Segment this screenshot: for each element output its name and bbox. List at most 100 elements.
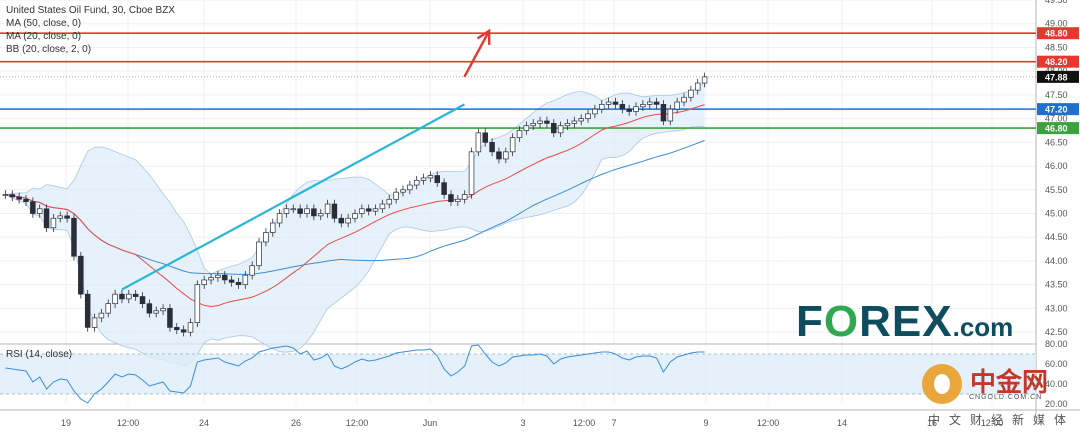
y-tick-label: 45.50 [1045, 185, 1068, 195]
candle-body [64, 215, 70, 219]
candle-body [235, 281, 242, 286]
rsi-y-tick-label: 80.00 [1045, 339, 1068, 349]
candle-body [359, 208, 365, 214]
rsi-band [0, 354, 1036, 394]
candle-body [174, 327, 180, 331]
candle-body [263, 232, 269, 243]
x-tick-label: 12:00 [117, 418, 140, 428]
candle-body [372, 208, 379, 212]
candle-body [249, 265, 255, 276]
candle-body [98, 312, 105, 319]
candle-body [701, 76, 708, 84]
candle-body [646, 101, 653, 105]
candle-body [551, 123, 557, 134]
price-tag-bg [1037, 122, 1079, 135]
candle-body [304, 208, 310, 214]
candle-body [612, 101, 619, 105]
cngold-watermark: 中金网 [970, 367, 1049, 397]
candle-body [36, 208, 43, 214]
candle-body [201, 279, 207, 286]
candle-body [407, 184, 413, 191]
candle-body [393, 191, 399, 200]
price-tag-label: 48.80 [1045, 29, 1068, 39]
candle-body [694, 82, 701, 91]
candle-body [242, 274, 249, 286]
candle-body [345, 217, 351, 224]
forecast-arrow-icon [476, 28, 491, 45]
price-tag-bg [1037, 70, 1079, 83]
candle-body [537, 120, 543, 124]
price-tag-label: 47.20 [1045, 105, 1068, 115]
y-tick-label: 46.00 [1045, 161, 1068, 171]
candle-body [530, 123, 536, 127]
candle-body [187, 322, 194, 333]
candle-body [461, 194, 468, 200]
chart-title: United States Oil Fund, 30, Cboe BZX [6, 5, 175, 16]
rsi-line [5, 344, 705, 404]
forex-rex: REX [859, 297, 953, 346]
x-tick-label: 12:00 [981, 418, 1004, 428]
forex-f: F [796, 297, 824, 346]
candle-body [30, 201, 36, 214]
x-tick-label: 14 [837, 418, 847, 428]
y-tick-label: 47.00 [1045, 114, 1068, 124]
legend-bb: BB (20, close, 2, 0) [6, 44, 92, 55]
price-tag-label: 46.80 [1045, 124, 1068, 134]
x-tick-label: 24 [199, 418, 209, 428]
candle-body [338, 217, 345, 224]
candle-body [317, 213, 324, 217]
trendline [121, 103, 465, 291]
candle-body [448, 194, 454, 203]
candle-body [331, 203, 338, 219]
candle-body [9, 194, 16, 198]
candle-body [653, 101, 660, 105]
candle-body [352, 213, 358, 219]
y-tick-label: 48.50 [1045, 42, 1068, 52]
candle-body [626, 108, 632, 112]
y-tick-label: 44.50 [1045, 232, 1068, 242]
candle-body [208, 277, 214, 281]
candle-body [489, 141, 495, 153]
y-tick-label: 49.50 [1045, 0, 1068, 5]
candle-body [365, 208, 372, 212]
candle-body [475, 132, 482, 153]
candle-body [516, 130, 523, 138]
candle-body [132, 293, 139, 297]
candle-body [290, 208, 297, 211]
x-tick-label: Jun [423, 418, 438, 428]
candle-body [660, 104, 667, 122]
candle-body [482, 132, 488, 143]
candle-body [324, 203, 331, 214]
candle-body [139, 296, 146, 305]
y-tick-label: 47.50 [1045, 90, 1068, 100]
candle-body [564, 123, 571, 127]
candle-body [297, 208, 303, 214]
x-tick-label: 3 [520, 418, 525, 428]
candle-body [640, 104, 646, 108]
cngold-logo-inner [934, 374, 950, 394]
candle-body [427, 175, 434, 179]
bollinger-lower [5, 126, 705, 367]
candle-body [413, 179, 420, 186]
y-tick-label: 43.00 [1045, 303, 1068, 313]
x-tick-label: 9 [703, 418, 708, 428]
candle-body [386, 198, 393, 205]
candle-body [681, 96, 687, 103]
candle-body [455, 198, 461, 203]
legend-ma20: MA (20, close, 0) [6, 31, 82, 42]
candle-body [50, 217, 57, 229]
candle-body [112, 293, 118, 305]
candle-body [557, 125, 564, 134]
x-tick-label: 12:00 [757, 418, 780, 428]
candle-body [105, 303, 111, 314]
candle-body [688, 89, 694, 98]
candle-body [71, 217, 77, 257]
candle-body [57, 215, 64, 219]
price-tag-bg [1037, 27, 1079, 40]
candle-body [276, 213, 283, 224]
rsi-y-tick-label: 60.00 [1045, 359, 1068, 369]
rsi-y-tick-label: 20.00 [1045, 399, 1068, 409]
cngold-site: CNGOLD.COM.CN [969, 394, 1043, 401]
candle-body [496, 151, 502, 160]
